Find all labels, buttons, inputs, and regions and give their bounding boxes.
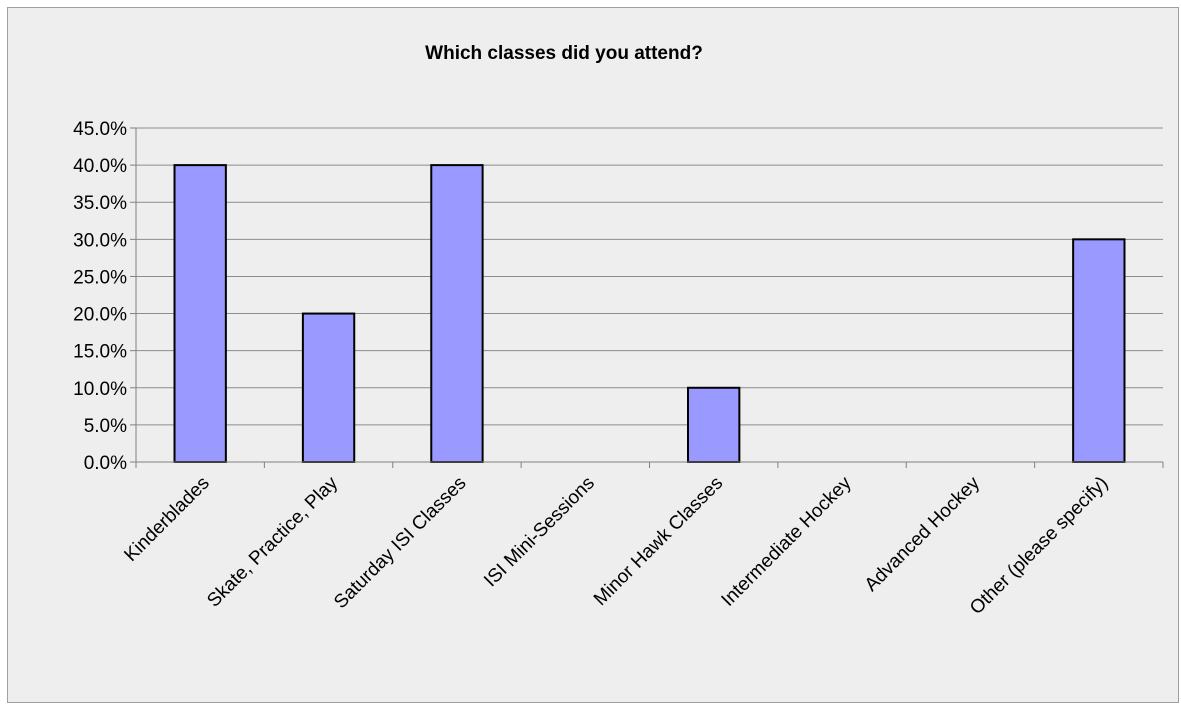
y-tick-label: 15.0%	[73, 342, 127, 363]
bar-0	[173, 164, 227, 463]
x-tick-label: Minor Hawk Classes	[590, 473, 727, 610]
x-tick-label: Skate, Practice, Play	[203, 472, 342, 611]
x-tick-label: Saturday ISI Classes	[330, 473, 470, 613]
axes	[135, 128, 1164, 468]
y-tick-label: 25.0%	[73, 267, 127, 288]
y-tick-label: 40.0%	[73, 156, 127, 177]
x-tick-label: Kinderblades	[120, 473, 213, 566]
x-tick-label: Other (please specify)	[966, 473, 1112, 619]
gridlines	[130, 127, 1163, 463]
y-tick-label: 5.0%	[84, 416, 127, 437]
x-tick-label: Advanced Hockey	[861, 472, 984, 595]
bar-2	[430, 164, 484, 463]
bar-7	[1072, 238, 1126, 463]
bar-4	[687, 386, 741, 463]
y-tick-label: 0.0%	[84, 453, 127, 474]
bars	[173, 164, 1126, 463]
y-tick-label: 45.0%	[73, 119, 127, 140]
y-tick-label: 10.0%	[73, 379, 127, 400]
x-tick-label: ISI Mini-Sessions	[480, 473, 599, 592]
y-tick-label: 20.0%	[73, 305, 127, 326]
x-tick-label: Intermediate Hockey	[718, 472, 856, 610]
bar-1	[301, 312, 356, 463]
y-axis-tick-labels: 0.0% 5.0% 10.0% 15.0% 20.0% 25.0% 30.0% 35.0% 40…	[73, 119, 127, 474]
y-tick-label: 35.0%	[73, 193, 127, 214]
chart-title: Which classes did you attend?	[425, 43, 703, 64]
y-tick-label: 30.0%	[73, 230, 127, 251]
